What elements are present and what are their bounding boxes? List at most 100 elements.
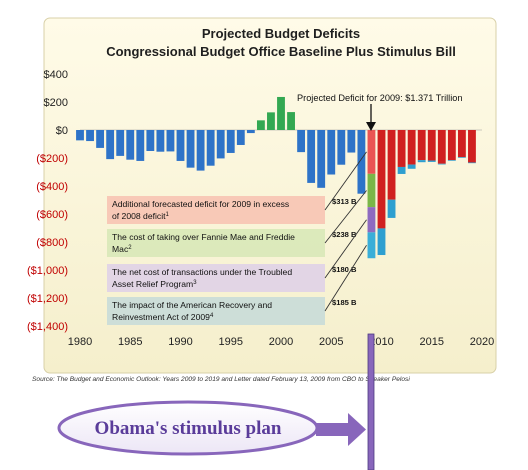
breakdown-text: Additional forecasted deficit for 2009 i… xyxy=(112,199,289,209)
callout-text: Obama's stimulus plan xyxy=(95,418,282,439)
y-tick-label: ($800) xyxy=(36,237,68,249)
x-tick-label: 2010 xyxy=(369,336,393,348)
x-tick-label: 2000 xyxy=(269,336,293,348)
deficit-bar xyxy=(216,130,225,159)
x-tick-label: 2015 xyxy=(420,336,444,348)
chart-title: Projected Budget Deficits xyxy=(202,26,360,41)
projected-deficit-bar xyxy=(407,130,416,165)
deficit-bar xyxy=(196,130,205,171)
deficit-bar xyxy=(166,130,175,152)
projected-deficit-bar xyxy=(447,130,456,161)
breakdown-text: The impact of the American Recovery and xyxy=(112,300,272,310)
deficit-2009-segment xyxy=(367,232,376,259)
breakdown-text: The net cost of transactions under the T… xyxy=(112,267,292,277)
y-tick-label: ($1,200) xyxy=(27,293,68,305)
surplus-bar xyxy=(287,112,295,130)
y-tick-label: ($400) xyxy=(36,181,68,193)
projected-stimulus-bar xyxy=(377,228,386,256)
deficit-bar xyxy=(126,130,135,160)
deficit-bar xyxy=(297,130,306,153)
breakdown-value: $238 B xyxy=(332,230,357,239)
breakdown-text: Reinvestment Act of 20094 xyxy=(112,312,214,322)
deficit-bar xyxy=(236,130,245,145)
y-axis: $400 $200 $0 ($200) ($400) ($600) ($800) ($1,00… xyxy=(27,69,482,333)
surplus-bar xyxy=(256,120,265,130)
projected-bars xyxy=(377,130,476,256)
deficit-bar xyxy=(146,130,155,151)
breakdown-box xyxy=(107,196,325,224)
y-tick-label: $0 xyxy=(56,125,68,137)
projected-stimulus-bar xyxy=(447,160,456,161)
breakdown-value: $313 B xyxy=(332,197,357,206)
projected-stimulus-bar xyxy=(437,163,446,165)
deficit-bar xyxy=(136,130,145,161)
deficit-2009-segment xyxy=(367,173,376,208)
projected-stimulus-bar xyxy=(468,162,476,164)
deficit-bar xyxy=(176,130,185,161)
breakdown-leader xyxy=(324,190,367,244)
stimulus-pointer-bar xyxy=(367,333,375,470)
breakdown-labels: Additional forecasted deficit for 2009 i… xyxy=(107,151,367,325)
breakdown-box xyxy=(107,229,325,257)
projected-deficit-bar xyxy=(387,130,396,200)
projected-stimulus-bar xyxy=(457,157,466,158)
y-tick-label: $400 xyxy=(44,69,68,81)
breakdown-box xyxy=(107,264,325,292)
surplus-bar xyxy=(267,112,275,130)
x-tick-label: 1985 xyxy=(118,336,142,348)
deficit-bar xyxy=(116,130,125,156)
breakdown-text: The cost of taking over Fannie Mae and F… xyxy=(112,232,295,242)
surplus-bar xyxy=(277,96,285,130)
y-tick-label: ($1,400) xyxy=(27,321,68,333)
breakdown-leader xyxy=(324,245,367,312)
historical-bars xyxy=(76,96,366,194)
deficit-bar xyxy=(96,130,105,148)
deficit-bar xyxy=(246,130,255,134)
x-tick-label: 2020 xyxy=(470,336,494,348)
deficit-bar xyxy=(86,130,94,142)
footnote-marker: 4 xyxy=(210,313,214,319)
callout-arrow-shaft xyxy=(316,423,348,436)
deficit-bar xyxy=(106,130,115,160)
breakdown-leader xyxy=(324,219,367,279)
x-tick-label: 1995 xyxy=(219,336,243,348)
y-tick-label: $200 xyxy=(44,97,68,109)
projected-stimulus-bar xyxy=(427,160,436,162)
deficit-2009-stack xyxy=(367,130,376,259)
breakdown-box xyxy=(107,297,325,325)
x-axis: 1980 1985 1990 1995 2000 2005 2010 2015 2020 xyxy=(68,336,494,348)
y-tick-label: ($600) xyxy=(36,209,68,221)
footnote-marker: 3 xyxy=(193,280,197,286)
y-tick-label: ($200) xyxy=(36,153,68,165)
projected-stimulus-bar xyxy=(407,164,416,169)
projected-deficit-bar xyxy=(437,130,446,164)
projected-deficit-bar xyxy=(427,130,436,161)
breakdown-text: of 2008 deficit1 xyxy=(112,211,170,221)
chart-subtitle: Congressional Budget Office Baseline Plu… xyxy=(106,44,456,59)
deficit-bar xyxy=(317,130,326,188)
projected-deficit-bar xyxy=(417,130,426,161)
projected-stimulus-bar xyxy=(397,166,406,174)
deficit-2009-segment xyxy=(367,130,376,174)
breakdown-leader xyxy=(324,151,367,211)
breakdown-value: $185 B xyxy=(332,298,357,307)
footnote-marker: 1 xyxy=(166,212,170,218)
deficit-bar xyxy=(357,130,366,194)
deficit-bar xyxy=(226,130,235,153)
deficit-bar xyxy=(327,130,336,175)
projected-deficit-bar xyxy=(468,130,476,163)
deficit-bar xyxy=(76,130,84,141)
breakdown-text: Asset Relief Program3 xyxy=(112,279,197,289)
projected-deficit-bar xyxy=(377,130,386,229)
x-tick-label: 2005 xyxy=(319,336,343,348)
deficit-bar xyxy=(156,130,165,152)
projected-stimulus-bar xyxy=(387,199,396,218)
deficit-bar xyxy=(206,130,215,166)
breakdown-value: $180 B xyxy=(332,265,357,274)
projected-deficit-bar xyxy=(397,130,406,167)
x-tick-label: 1990 xyxy=(168,336,192,348)
deficit-2009-segment xyxy=(367,207,376,233)
projected-deficit-annotation: Projected Deficit for 2009: $1.371 Trill… xyxy=(297,93,462,103)
source-note: Source: The Budget and Economic Outlook:… xyxy=(32,376,410,383)
